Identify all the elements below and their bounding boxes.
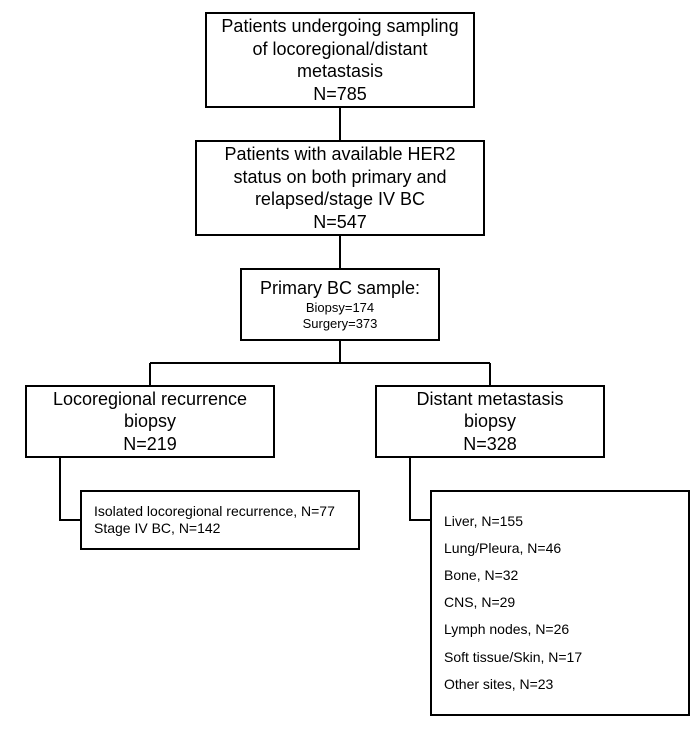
detail-item: Lymph nodes, N=26: [444, 622, 676, 637]
detail-item: Lung/Pleura, N=46: [444, 541, 676, 556]
node-line: N=219: [123, 433, 177, 456]
detail-item: Isolated locoregional recurrence, N=77: [94, 504, 346, 519]
node-line: N=547: [313, 211, 367, 234]
detail-item: CNS, N=29: [444, 595, 676, 610]
detail-item: Bone, N=32: [444, 568, 676, 583]
node-title: Primary BC sample:: [260, 277, 420, 300]
node-line: status on both primary and: [233, 166, 446, 189]
node-primary-sample: Primary BC sample: Biopsy=174 Surgery=37…: [240, 268, 440, 341]
flowchart-canvas: Patients undergoing sampling of locoregi…: [0, 0, 700, 746]
node-line: Patients with available HER2: [224, 143, 455, 166]
detail-item: Soft tissue/Skin, N=17: [444, 650, 676, 665]
detail-item: Other sites, N=23: [444, 677, 676, 692]
node-distant-metastasis: Distant metastasis biopsy N=328: [375, 385, 605, 458]
node-locoregional: Locoregional recurrence biopsy N=219: [25, 385, 275, 458]
detail-distant: Liver, N=155 Lung/Pleura, N=46 Bone, N=3…: [430, 490, 690, 716]
node-line: metastasis: [297, 60, 383, 83]
node-line: biopsy: [464, 410, 516, 433]
node-line: N=785: [313, 83, 367, 106]
detail-item: Stage IV BC, N=142: [94, 521, 346, 536]
node-line: Patients undergoing sampling: [221, 15, 458, 38]
detail-locoregional: Isolated locoregional recurrence, N=77 S…: [80, 490, 360, 550]
node-line: Locoregional recurrence: [53, 388, 247, 411]
node-subline: Surgery=373: [303, 316, 378, 332]
detail-item: Liver, N=155: [444, 514, 676, 529]
node-line: biopsy: [124, 410, 176, 433]
node-subline: Biopsy=174: [306, 300, 374, 316]
node-line: relapsed/stage IV BC: [255, 188, 425, 211]
node-line: Distant metastasis: [416, 388, 563, 411]
node-line: of locoregional/distant: [252, 38, 427, 61]
node-her2-status: Patients with available HER2 status on b…: [195, 140, 485, 236]
node-line: N=328: [463, 433, 517, 456]
node-sampling: Patients undergoing sampling of locoregi…: [205, 12, 475, 108]
